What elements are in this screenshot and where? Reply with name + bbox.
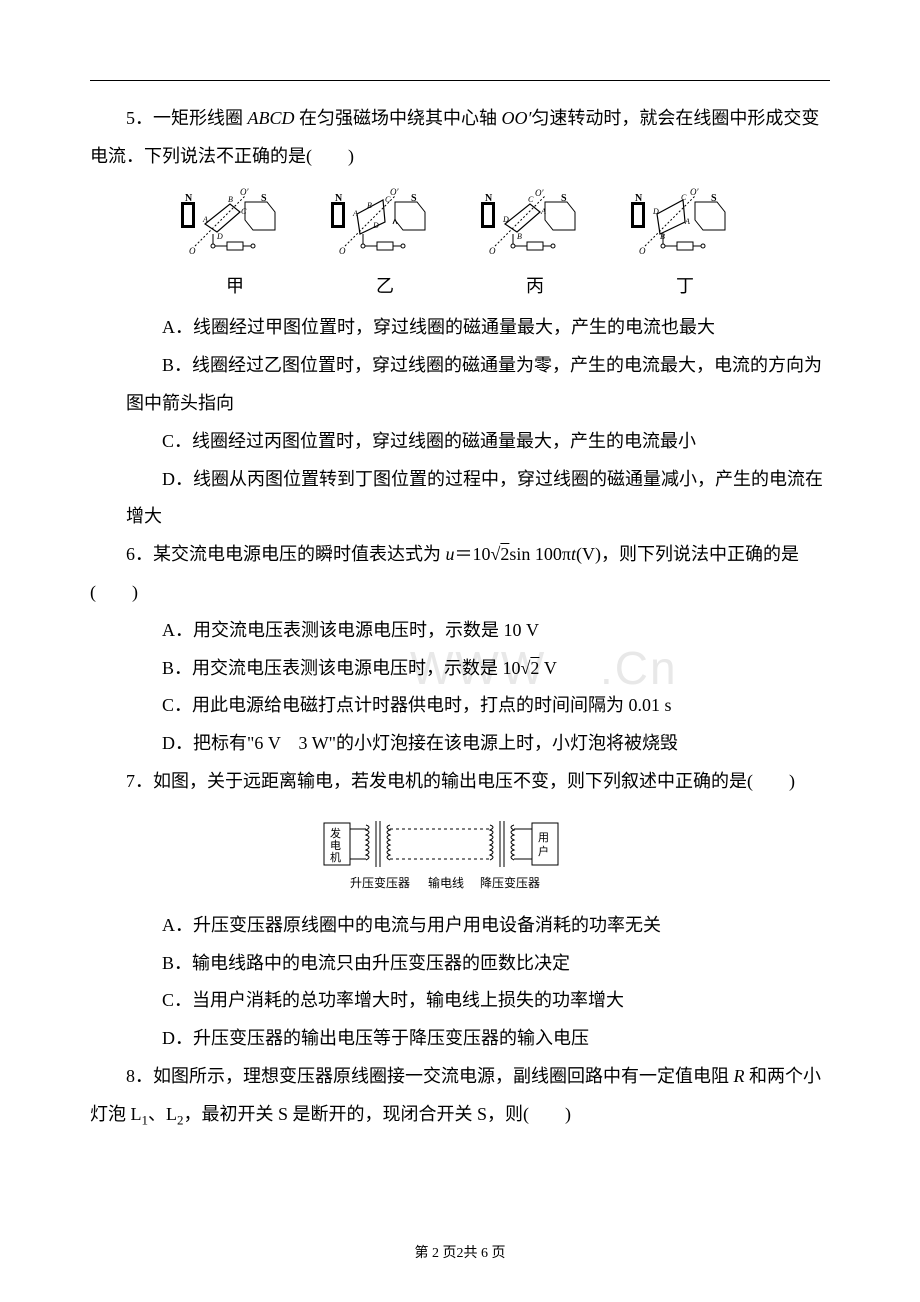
q6-opt-c: C．用此电源给电磁打点计时器供电时，打点的时间间隔为 0.01 s	[162, 687, 830, 725]
q7-opt-c: C．当用户消耗的总功率增大时，输电线上损失的功率增大	[162, 982, 830, 1020]
page-footer: 第 2 页2共 6 页	[0, 1242, 920, 1262]
q5-opt-b-text: B．线圈经过乙图位置时，穿过线圈的磁通量为零，产生的电流最大，电流的方向为图中箭…	[126, 355, 822, 413]
svg-text:O′: O′	[390, 187, 399, 197]
svg-text:C: C	[241, 207, 247, 216]
q5-fig-yi: N S O′ O A B C D 乙	[325, 184, 445, 306]
q8-r: R	[734, 1066, 745, 1086]
svg-text:C: C	[681, 193, 687, 202]
transmission-diagram-icon: 发 电 机 用 户 升压变压器 输电线 降压变压器	[320, 809, 600, 899]
q5-label-ding: 丁	[676, 268, 694, 306]
q5-label-bing: 丙	[526, 268, 544, 306]
q5-opt-a: A．线圈经过甲图位置时，穿过线圈的磁通量最大，产生的电流也最大	[162, 309, 830, 347]
q5-fig-ding: N S O′ O A B C D 丁	[625, 184, 745, 306]
svg-text:N: N	[185, 193, 193, 204]
svg-text:O′: O′	[535, 188, 544, 198]
label-step-up: 升压变压器	[350, 875, 410, 890]
coil-diagram-icon: N S O′ O A B C D	[475, 184, 595, 264]
q8-a: 8．如图所示，理想变压器原线圈接一交流电源，副线圈回路中有一定值电阻	[126, 1066, 734, 1086]
q6-u: u	[446, 544, 455, 564]
svg-text:A: A	[540, 207, 546, 216]
q5-label-yi: 乙	[376, 268, 394, 306]
q5-figures: N S O′ O A B C D 甲 N	[90, 184, 830, 306]
svg-text:C: C	[528, 195, 534, 204]
svg-text:B: B	[367, 201, 372, 210]
q7-opt-a: A．升压变压器原线圈中的电流与用户用电设备消耗的功率无关	[162, 907, 830, 945]
q5-label-jia: 甲	[226, 268, 244, 306]
label-step-down: 降压变压器	[480, 875, 540, 890]
label-line: 输电线	[428, 875, 464, 890]
q8-stem: 8．如图所示，理想变压器原线圈接一交流电源，副线圈回路中有一定值电阻 R 和两个…	[90, 1058, 830, 1134]
svg-text:O: O	[639, 246, 646, 256]
q6-eq: ＝10	[455, 544, 491, 564]
svg-text:机: 机	[330, 850, 341, 864]
coil-diagram-icon: N S O′ O A B C D	[175, 184, 295, 264]
svg-text:S: S	[711, 193, 717, 204]
q5-stem-t2: 在匀强磁场中绕其中心轴	[295, 108, 502, 128]
coil-diagram-icon: N S O′ O A B C D	[625, 184, 745, 264]
q5-stem: 5．一矩形线圈 ABCD 在匀强磁场中绕其中心轴 OO′匀速转动时，就会在线圈中…	[90, 100, 830, 176]
q8-d: ，最初开关 S 是断开的，现闭合开关 S，则( )	[184, 1104, 572, 1124]
q7-opt-b: B．输电线路中的电流只由升压变压器的匝数比决定	[162, 945, 830, 983]
svg-text:B: B	[517, 232, 522, 241]
q5-opt-d: D．线圈从丙图位置转到丁图位置的过程中，穿过线圈的磁通量减小，产生的电流在增大	[126, 461, 830, 537]
q7-opt-d: D．升压变压器的输出电压等于降压变压器的输入电压	[162, 1020, 830, 1058]
svg-text:O: O	[489, 246, 496, 256]
q5-axis: OO′	[502, 108, 532, 128]
svg-text:N: N	[335, 193, 343, 204]
svg-text:N: N	[485, 193, 493, 204]
q6-b-post: V	[539, 658, 557, 678]
q6-sqrt: √2	[491, 544, 510, 564]
q8-c: 、L	[148, 1104, 177, 1124]
svg-text:A: A	[202, 215, 208, 224]
svg-text:D: D	[216, 232, 223, 241]
svg-text:发: 发	[330, 826, 341, 840]
q5-stem-t1: 5．一矩形线圈	[126, 108, 248, 128]
q6-stem: 6．某交流电电源电压的瞬时值表达式为 u＝10√2sin 100πt(V)，则下…	[90, 536, 830, 612]
q6-sin: sin 100π	[509, 544, 571, 564]
header-rule	[90, 80, 830, 81]
svg-text:O: O	[189, 246, 196, 256]
svg-text:O: O	[339, 246, 346, 256]
svg-text:N: N	[635, 193, 643, 204]
svg-text:O′: O′	[690, 187, 699, 197]
svg-text:户: 户	[538, 844, 549, 858]
svg-text:A: A	[684, 217, 690, 226]
q6-opt-d: D．把标有"6 V 3 W"的小灯泡接在该电源上时，小灯泡将被烧毁	[162, 725, 830, 763]
q6-opt-a: A．用交流电压表测该电源电压时，示数是 10 V	[162, 612, 830, 650]
svg-text:S: S	[561, 193, 567, 204]
q5-coil: ABCD	[248, 108, 295, 128]
svg-text:C: C	[385, 195, 391, 204]
q5-opt-d-text: D．线圈从丙图位置转到丁图位置的过程中，穿过线圈的磁通量减小，产生的电流在增大	[126, 469, 823, 527]
svg-text:D: D	[652, 207, 659, 216]
q7-stem: 7．如图，关于远距离输电，若发电机的输出电压不变，则下列叙述中正确的是( )	[90, 763, 830, 801]
svg-text:D: D	[372, 221, 379, 230]
coil-diagram-icon: N S O′ O A B C D	[325, 184, 445, 264]
svg-text:D: D	[502, 215, 509, 224]
svg-text:O′: O′	[240, 187, 249, 197]
svg-text:A: A	[352, 209, 358, 218]
svg-text:S: S	[261, 193, 267, 204]
q5-fig-jia: N S O′ O A B C D 甲	[175, 184, 295, 306]
q6-stem-a: 6．某交流电电源电压的瞬时值表达式为	[126, 544, 446, 564]
q6-b-pre: B．用交流电压表测该电源电压时，示数是 10	[162, 658, 521, 678]
svg-text:电: 电	[330, 839, 341, 852]
q6-opt-b: B．用交流电压表测该电源电压时，示数是 10√2 V	[162, 650, 830, 688]
q6-b-sqrt: √2	[521, 658, 540, 678]
q5-opt-c: C．线圈经过丙图位置时，穿过线圈的磁通量最大，产生的电流最小	[162, 423, 830, 461]
svg-text:B: B	[228, 195, 233, 204]
q5-fig-bing: N S O′ O A B C D 丙	[475, 184, 595, 306]
q7-figure: 发 电 机 用 户 升压变压器 输电线 降压变压器	[90, 809, 830, 899]
q5-opt-b: B．线圈经过乙图位置时，穿过线圈的磁通量为零，产生的电流最大，电流的方向为图中箭…	[126, 347, 830, 423]
svg-text:S: S	[411, 193, 417, 204]
page-content: 5．一矩形线圈 ABCD 在匀强磁场中绕其中心轴 OO′匀速转动时，就会在线圈中…	[90, 100, 830, 1134]
svg-text:用: 用	[538, 832, 549, 844]
